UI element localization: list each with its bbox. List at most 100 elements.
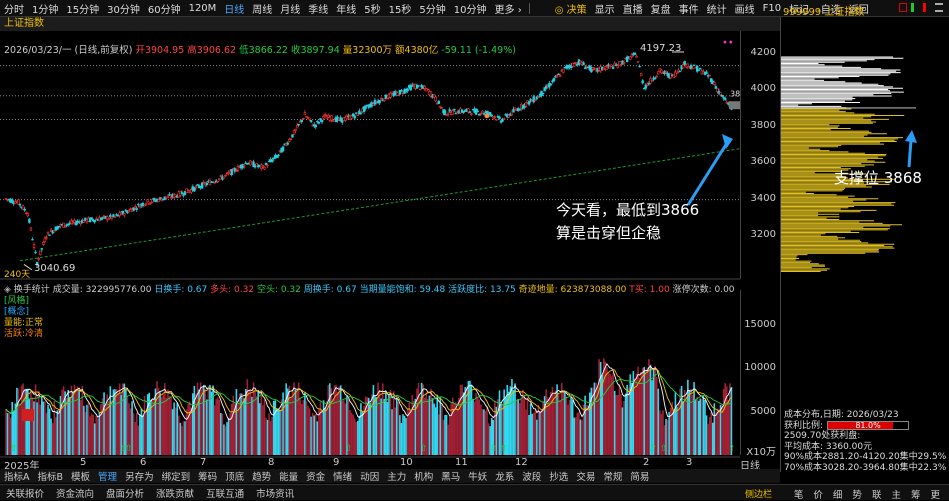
period-tab[interactable]: 日线 [224, 4, 245, 16]
volume-bar [420, 382, 423, 455]
chip-distribution-panel [780, 17, 949, 472]
info-change: -59.11 (-1.49%) [441, 45, 516, 56]
tool-button[interactable]: 事件 [678, 4, 699, 16]
period-tab[interactable]: 周线 [252, 4, 273, 16]
indicator-tab[interactable]: 另存为 [125, 472, 154, 483]
indicator-tab[interactable]: 情绪 [333, 472, 353, 483]
indicator-tab[interactable]: 绑定到 [161, 472, 191, 483]
stats-toggle-icon[interactable]: ◈ [4, 285, 11, 295]
period-tab[interactable]: 120M [188, 2, 217, 14]
arrow-head [722, 134, 733, 149]
indicator-tab[interactable]: 黑马 [441, 472, 461, 483]
indicator-tab[interactable]: 模板 [71, 472, 91, 483]
candle-body [183, 190, 187, 196]
candle-body [101, 216, 104, 219]
menu-icon[interactable] [935, 3, 943, 12]
status-tool[interactable]: 细 [832, 490, 843, 501]
period-tab[interactable]: 季线 [308, 4, 329, 16]
status-item[interactable]: 涨跌贡献 [156, 488, 195, 500]
period-tab[interactable]: 60分钟 [147, 4, 181, 16]
indicator-tab[interactable]: 能量 [279, 472, 299, 483]
status-item[interactable]: 市场资讯 [256, 488, 295, 500]
period-tab[interactable]: 1分钟 [32, 4, 59, 16]
volume-bar [248, 389, 250, 455]
status-tool[interactable]: 筹 [910, 490, 921, 501]
status-tool[interactable]: 主 [891, 490, 901, 501]
tool-button[interactable]: -自选 [817, 4, 841, 16]
volume-bar [143, 395, 146, 455]
status-tool[interactable]: 笔 [793, 490, 804, 501]
period-tab[interactable]: 10分钟 [453, 4, 487, 16]
status-tool[interactable]: 更 [930, 490, 940, 501]
volume-bar [546, 397, 549, 455]
period-tab[interactable]: 更多 › [494, 4, 522, 16]
tool-button[interactable]: ◎ 决策 [554, 4, 587, 16]
annotation-line: 今天看，最低到3866 [556, 201, 700, 219]
indicator-tab[interactable]: 趋势 [252, 472, 272, 483]
tool-button[interactable]: 标记 [789, 4, 810, 16]
tool-button[interactable]: F10 [762, 2, 782, 14]
indicator-tab[interactable]: 牛妖 [468, 472, 488, 483]
period-tab[interactable]: 分时 [4, 4, 24, 16]
status-tool[interactable]: 联 [871, 490, 882, 501]
indicator-tab[interactable]: 筹码 [198, 472, 218, 483]
indicator-tab[interactable]: 指标B [37, 472, 64, 483]
tool-button[interactable]: 显示 [594, 4, 615, 16]
volume-bar [599, 362, 602, 455]
period-tab[interactable]: 5分钟 [419, 4, 446, 16]
volume-bar [134, 422, 137, 455]
volume-bar [316, 421, 319, 455]
candle-body [720, 94, 724, 97]
volume-bar [28, 398, 31, 455]
candle-body [398, 89, 402, 95]
candle-body [193, 187, 196, 192]
tool-button[interactable]: 直播 [622, 4, 643, 16]
flag-icon[interactable] [911, 3, 919, 12]
period-tab[interactable]: 月线 [280, 4, 301, 16]
right-stock-code: 999999 上证指数 [783, 7, 865, 18]
status-item[interactable]: 互联互通 [206, 488, 245, 500]
volume-bar [302, 400, 305, 455]
volume-bar [72, 392, 74, 455]
candle-body [481, 110, 484, 114]
indicator-tab[interactable]: 资金 [306, 472, 326, 483]
volume-bar [333, 385, 336, 455]
period-tab[interactable]: 5秒 [364, 4, 381, 16]
status-tool[interactable]: 价 [813, 490, 823, 501]
period-tab[interactable]: 30分钟 [107, 4, 140, 16]
status-item[interactable]: 盘面分析 [106, 488, 145, 500]
indicator-tab[interactable]: 常规 [603, 472, 623, 483]
indicator-tab[interactable]: 交易 [576, 472, 596, 483]
candle-body [23, 208, 26, 211]
tool-button[interactable]: 画线 [734, 4, 755, 16]
indicator-tab[interactable]: 顶底 [225, 472, 245, 483]
indicator-tab[interactable]: 抄选 [549, 472, 569, 483]
indicator-tab[interactable]: 龙系 [495, 472, 515, 483]
stats-volume: 成交量: 322995776.00 [52, 285, 152, 295]
minimize-icon[interactable] [899, 3, 907, 12]
indicator-tab[interactable]: 指标A [4, 472, 30, 483]
volume-bar [506, 384, 509, 455]
tool-button[interactable]: 复盘 [650, 4, 671, 16]
period-tab[interactable]: 年线 [336, 4, 357, 16]
indicator-tab[interactable]: 波段 [522, 472, 542, 483]
tool-button[interactable]: 返回 [848, 4, 869, 16]
volume-bar [431, 398, 434, 455]
indicator-tab[interactable]: 简易 [630, 472, 650, 483]
candle-body [569, 65, 573, 69]
period-tab[interactable]: 15分钟 [66, 4, 100, 16]
status-tool[interactable]: 势 [852, 490, 862, 501]
status-item[interactable]: 资金流向 [56, 488, 95, 500]
candle-body [31, 238, 34, 241]
status-item[interactable]: 关联报价 [6, 488, 45, 500]
sidebar-toggle[interactable]: 侧边栏 [745, 490, 773, 500]
indicator-tab[interactable]: 管理 [98, 472, 118, 483]
tool-button[interactable]: 统计 [706, 4, 727, 16]
flag-icon[interactable] [923, 3, 931, 12]
period-tab[interactable]: 15秒 [388, 4, 412, 16]
indicator-tab[interactable]: 主力 [387, 472, 407, 483]
indicator-tab[interactable]: 动因 [360, 472, 380, 483]
volume-bar [272, 400, 275, 455]
indicator-tab[interactable]: 机构 [414, 472, 434, 483]
